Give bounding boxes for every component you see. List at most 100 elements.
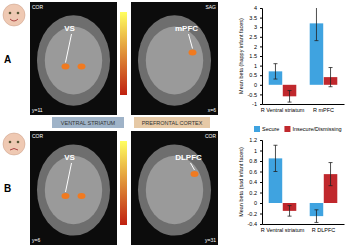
tick-mark bbox=[260, 224, 262, 225]
y-axis: -0.4 -0.2 0 0.2 0.4 0.6 0.8 1 1.2 bbox=[248, 137, 263, 227]
category-label: R DLPFC bbox=[312, 227, 336, 233]
face-icon bbox=[3, 4, 25, 26]
tick: 3.5 bbox=[249, 15, 262, 21]
error-cap bbox=[329, 185, 333, 186]
tick-mark bbox=[260, 75, 262, 76]
legend: SecureInsecure/Dismissing bbox=[254, 126, 342, 132]
tick-label: -0.4 bbox=[248, 221, 257, 227]
tick-label: -1 bbox=[252, 101, 257, 107]
x-axis: R Ventral striatum R DLPFC bbox=[261, 225, 345, 233]
tick-mark bbox=[260, 140, 262, 141]
banner bbox=[134, 117, 210, 128]
tick-label: 1 bbox=[254, 63, 257, 69]
tick-label: -0.2 bbox=[248, 211, 257, 217]
brain-inner bbox=[146, 156, 203, 224]
tick-label: 0.5 bbox=[249, 72, 257, 78]
face-eye bbox=[9, 12, 12, 15]
brain-image bbox=[131, 2, 218, 115]
tick: -0.2 bbox=[248, 211, 262, 217]
tick: 0.8 bbox=[249, 158, 262, 164]
tick-mark bbox=[260, 94, 262, 95]
brain-outline bbox=[37, 144, 110, 235]
error-line bbox=[275, 64, 276, 79]
tick-mark bbox=[260, 151, 262, 152]
tick: R DLPFC bbox=[312, 227, 336, 233]
activation bbox=[189, 50, 197, 56]
tick-mark bbox=[260, 172, 262, 173]
brain-outline bbox=[37, 15, 110, 105]
arrow bbox=[191, 163, 195, 170]
tick: 0 bbox=[254, 200, 262, 206]
face-eye bbox=[9, 141, 12, 144]
tick-mark bbox=[260, 214, 262, 215]
error-bar bbox=[273, 145, 277, 171]
tick: 2.5 bbox=[249, 34, 262, 40]
banner-text: VENTRAL STRIATUM bbox=[61, 120, 116, 126]
face-mouth bbox=[10, 19, 18, 21]
tick-label: 0.2 bbox=[249, 190, 257, 196]
tick-label: 0.6 bbox=[249, 169, 257, 175]
coord-label: y=31 bbox=[205, 237, 216, 243]
error-bar bbox=[314, 210, 318, 223]
error-line bbox=[330, 68, 331, 87]
tick: R Ventral striatum bbox=[261, 227, 305, 233]
panel-letter: B bbox=[4, 183, 11, 194]
region-label: VS bbox=[64, 153, 75, 162]
color-bar bbox=[120, 12, 127, 95]
view-label: COR bbox=[32, 133, 44, 139]
error-cap bbox=[288, 216, 292, 217]
face-mouth bbox=[10, 149, 18, 151]
arrow bbox=[189, 34, 193, 49]
tick: 0.6 bbox=[249, 169, 262, 175]
error-bar bbox=[314, 8, 318, 41]
y-axis: -1-0.500.511.522.533.54 bbox=[248, 5, 263, 107]
brain-inner bbox=[45, 156, 102, 224]
tick: R Ventral striatum bbox=[261, 107, 305, 113]
region-label: DLPFC bbox=[175, 153, 202, 162]
axis-title: Mean beta (happy infant faces) bbox=[238, 18, 244, 94]
error-cap bbox=[273, 79, 277, 80]
tick-label: 1.2 bbox=[249, 137, 257, 143]
tick-mark bbox=[260, 203, 262, 204]
tick-mark bbox=[260, 27, 262, 28]
tick-label: 0 bbox=[254, 82, 257, 88]
tick-mark bbox=[260, 18, 262, 19]
error-line bbox=[330, 163, 331, 186]
tick-label: 1 bbox=[254, 148, 257, 154]
brain-outline bbox=[138, 15, 211, 105]
activation bbox=[191, 171, 199, 177]
banner-text: PREFRONTAL CORTEX bbox=[142, 120, 203, 126]
face-eye bbox=[17, 141, 20, 144]
error-bar bbox=[273, 64, 277, 79]
error-line bbox=[275, 145, 276, 171]
figure: AVSCORy=11mPFCSAGx=6BVSCORy=6DLPFCCORy=3… bbox=[0, 0, 350, 247]
activation bbox=[62, 193, 70, 199]
region-label: mPFC bbox=[175, 24, 198, 33]
face-icon bbox=[3, 133, 25, 155]
tick: 0.5 bbox=[249, 72, 262, 78]
brain-image bbox=[30, 2, 117, 115]
category-label: R Ventral striatum bbox=[261, 227, 305, 233]
view-label: SAG bbox=[205, 4, 216, 10]
error-line bbox=[316, 210, 317, 223]
face-eye bbox=[17, 12, 20, 15]
tick-label: 4 bbox=[254, 5, 257, 11]
tick-label: 3 bbox=[254, 24, 257, 30]
arrow bbox=[66, 163, 72, 192]
error-line bbox=[289, 206, 290, 217]
axis-line bbox=[263, 104, 345, 105]
arrow bbox=[66, 34, 72, 63]
tick: 1.5 bbox=[249, 53, 262, 59]
brain-inner bbox=[146, 27, 203, 95]
chart: -0.4 -0.2 0 0.2 0.4 0.6 0.8 1 1.2 R Ventral stria… bbox=[238, 126, 345, 233]
tick: 0.4 bbox=[249, 179, 262, 185]
legend-swatch bbox=[254, 126, 260, 132]
activation bbox=[62, 64, 70, 70]
error-cap bbox=[288, 102, 292, 103]
color-bar bbox=[120, 141, 127, 225]
error-cap bbox=[273, 63, 277, 64]
axis-line bbox=[260, 9, 263, 105]
tick: 0.2 bbox=[249, 190, 262, 196]
brain-outline bbox=[138, 144, 211, 235]
panel-letter: A bbox=[4, 54, 11, 65]
